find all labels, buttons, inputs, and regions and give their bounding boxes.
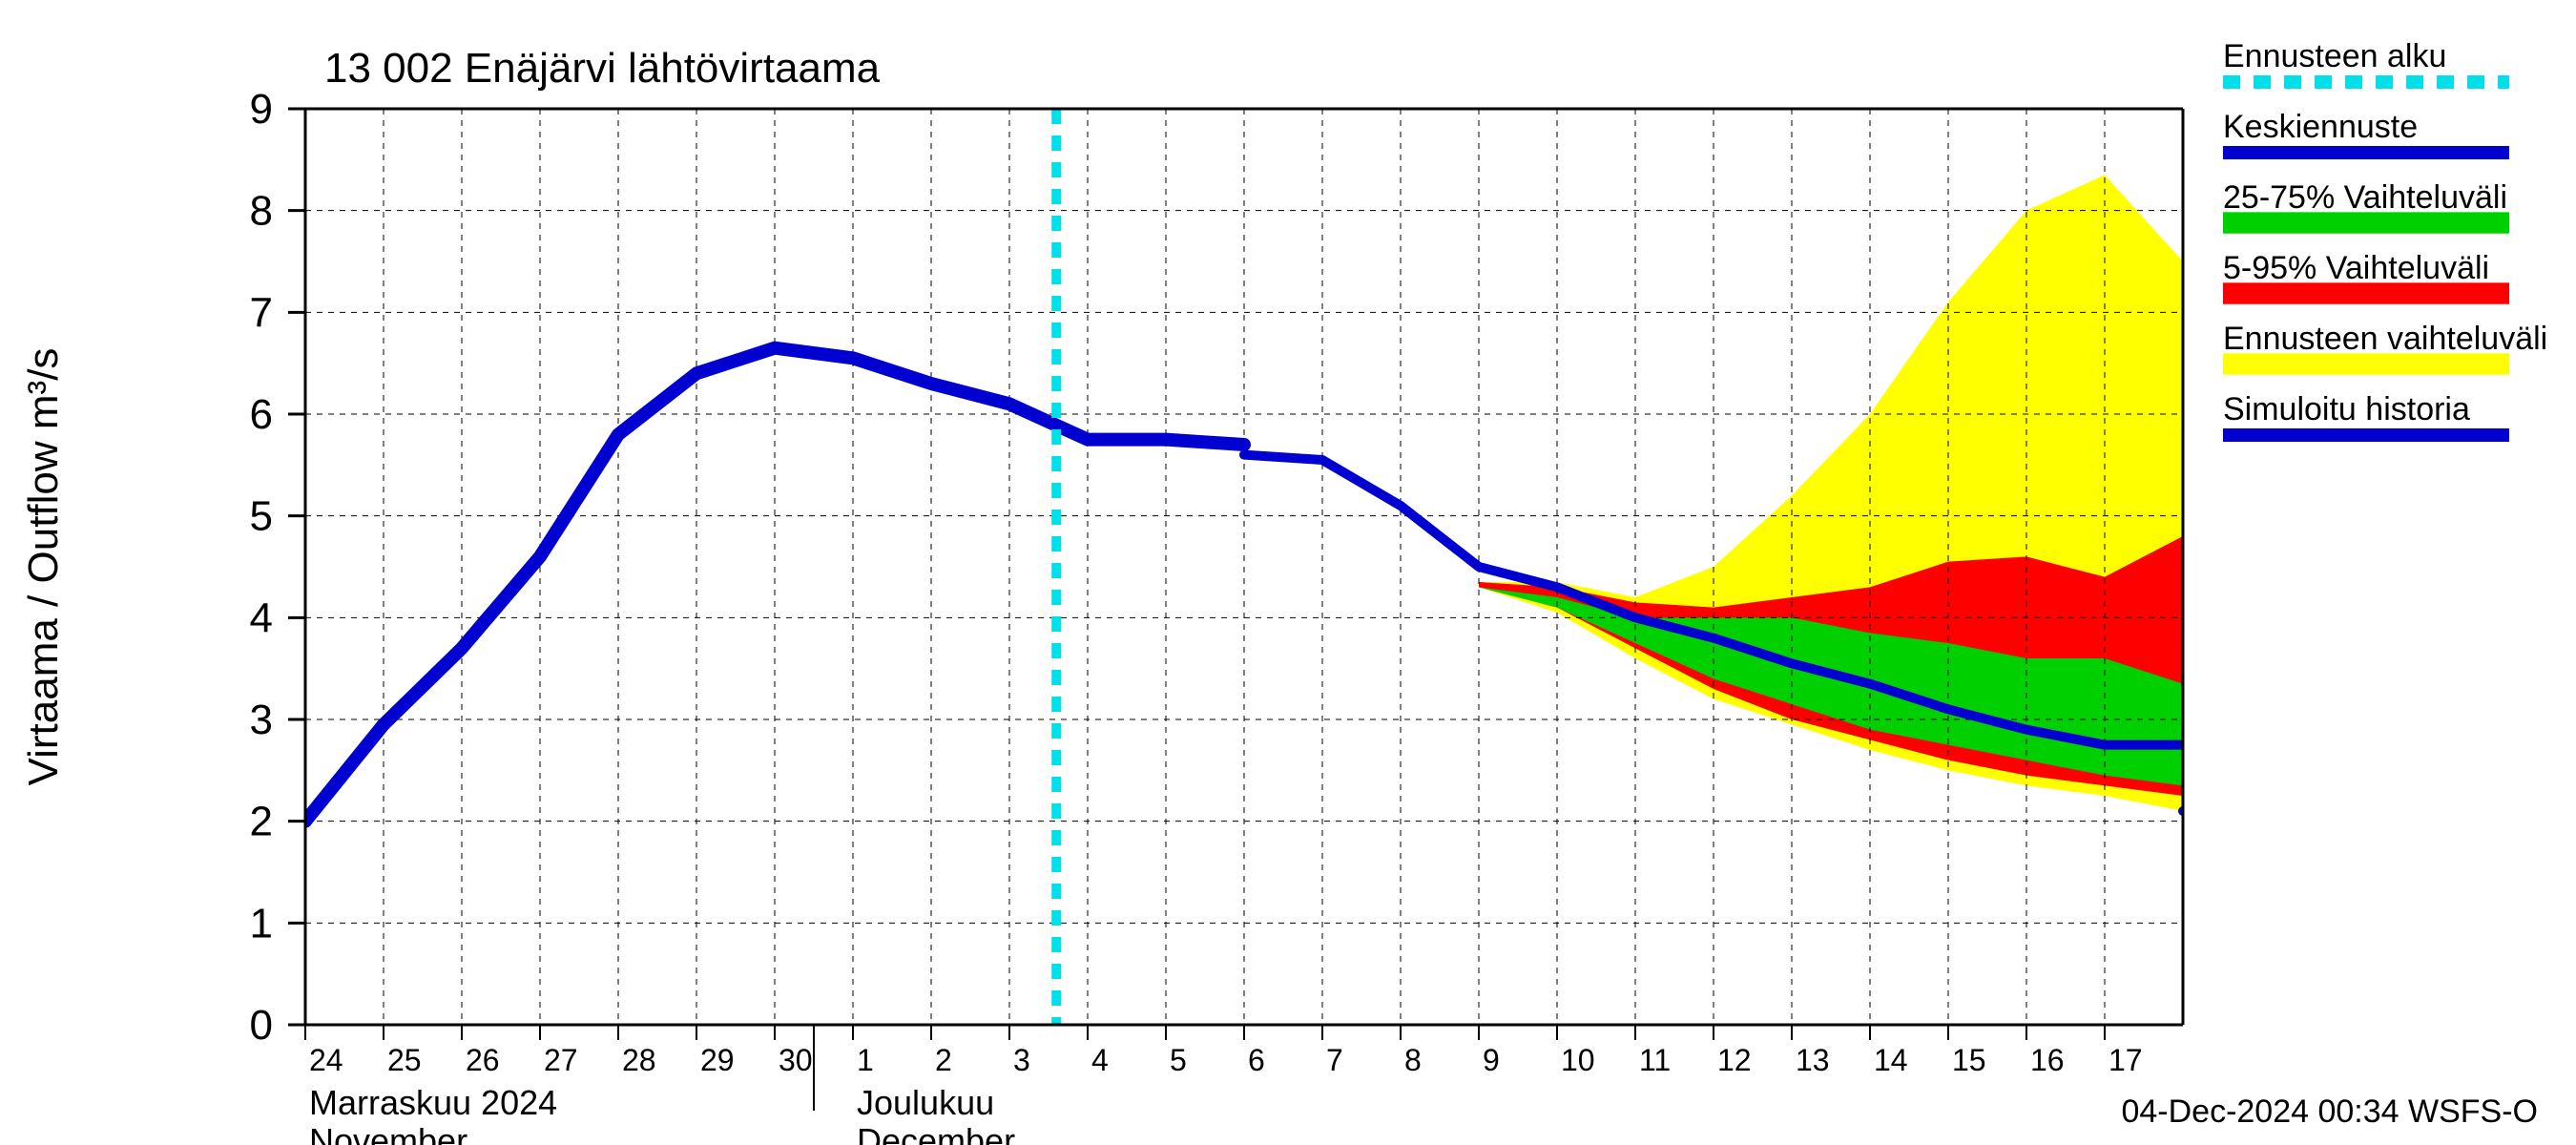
- month-label: December: [857, 1121, 1015, 1145]
- xtick-label: 4: [1091, 1043, 1109, 1077]
- ytick-label: 5: [250, 493, 273, 540]
- ytick-label: 0: [250, 1002, 273, 1049]
- xtick-label: 25: [387, 1043, 422, 1077]
- legend-swatch: [2223, 212, 2509, 233]
- xtick-label: 28: [622, 1043, 656, 1077]
- footer-timestamp: 04-Dec-2024 00:34 WSFS-O: [2121, 1093, 2538, 1130]
- xtick-label: 9: [1483, 1043, 1500, 1077]
- xtick-label: 11: [1639, 1043, 1671, 1077]
- ytick-label: 1: [250, 900, 273, 947]
- xtick-label: 1: [857, 1043, 874, 1077]
- ytick-label: 4: [250, 594, 273, 641]
- chart-bg: [0, 0, 2576, 1145]
- y-axis-label: Virtaama / Outflow m³/s: [20, 348, 67, 786]
- xtick-label: 10: [1561, 1043, 1595, 1077]
- month-label: November: [309, 1121, 467, 1145]
- legend-swatch: [2223, 353, 2509, 374]
- ytick-label: 8: [250, 188, 273, 235]
- legend-label: Ennusteen alku: [2223, 38, 2446, 74]
- xtick-label: 30: [779, 1043, 813, 1077]
- xtick-label: 27: [544, 1043, 578, 1077]
- chart-svg: 0123456789242526272829301234567891011121…: [0, 0, 2576, 1145]
- legend-label: Keskiennuste: [2223, 109, 2418, 145]
- xtick-label: 17: [2109, 1043, 2143, 1077]
- xtick-label: 16: [2030, 1043, 2065, 1077]
- legend-swatch: [2223, 282, 2509, 303]
- chart-title: 13 002 Enäjärvi lähtövirtaama: [324, 45, 881, 92]
- xtick-label: 29: [700, 1043, 735, 1077]
- legend-label: 5-95% Vaihteluväli: [2223, 250, 2489, 286]
- xtick-label: 8: [1404, 1043, 1422, 1077]
- legend-label: 25-75% Vaihteluväli: [2223, 179, 2507, 216]
- xtick-label: 26: [466, 1043, 500, 1077]
- ytick-label: 6: [250, 391, 273, 438]
- legend-label: Ennusteen vaihteluväli: [2223, 321, 2547, 357]
- month-label: Joulukuu: [857, 1083, 994, 1122]
- xtick-label: 14: [1874, 1043, 1908, 1077]
- xtick-label: 24: [309, 1043, 343, 1077]
- xtick-label: 5: [1170, 1043, 1187, 1077]
- xtick-label: 7: [1326, 1043, 1343, 1077]
- legend-label: Simuloitu historia: [2223, 391, 2470, 427]
- xtick-label: 12: [1717, 1043, 1752, 1077]
- ytick-label: 2: [250, 799, 273, 845]
- ytick-label: 7: [250, 289, 273, 336]
- xtick-label: 6: [1248, 1043, 1265, 1077]
- xtick-label: 3: [1013, 1043, 1030, 1077]
- ytick-label: 9: [250, 86, 273, 133]
- chart-container: 0123456789242526272829301234567891011121…: [0, 0, 2576, 1145]
- month-label: Marraskuu 2024: [309, 1083, 557, 1122]
- xtick-label: 13: [1796, 1043, 1830, 1077]
- xtick-label: 15: [1952, 1043, 1986, 1077]
- xtick-label: 2: [935, 1043, 952, 1077]
- ytick-label: 3: [250, 697, 273, 743]
